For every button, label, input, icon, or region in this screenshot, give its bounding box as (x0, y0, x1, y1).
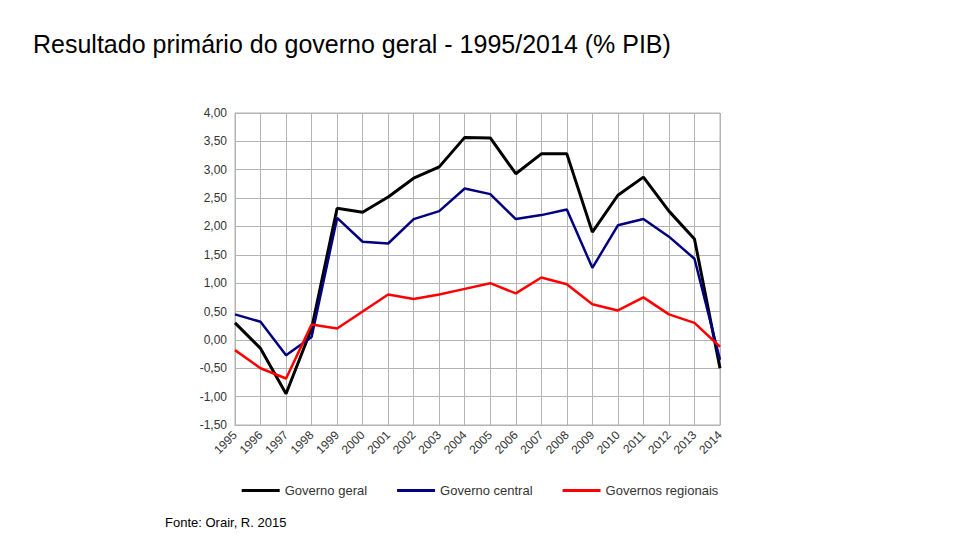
svg-text:2006: 2006 (492, 428, 521, 457)
svg-text:1995: 1995 (211, 428, 240, 457)
svg-text:Governo central: Governo central (440, 483, 533, 498)
svg-text:2007: 2007 (518, 428, 547, 457)
svg-text:2003: 2003 (415, 428, 444, 457)
svg-text:0,50: 0,50 (204, 305, 228, 319)
svg-text:2011: 2011 (620, 428, 648, 456)
svg-text:-0,50: -0,50 (200, 361, 228, 375)
svg-text:Governos regionais: Governos regionais (606, 483, 719, 498)
svg-text:2001: 2001 (364, 428, 393, 457)
svg-text:3,50: 3,50 (204, 134, 228, 148)
svg-text:2009: 2009 (569, 428, 598, 457)
svg-text:Resultado primário do governo: Resultado primário do governo geral - 19… (33, 30, 671, 58)
svg-text:2013: 2013 (671, 428, 700, 457)
svg-text:1998: 1998 (288, 428, 317, 457)
svg-text:2002: 2002 (390, 428, 419, 457)
svg-text:2005: 2005 (466, 428, 495, 457)
svg-text:4,00: 4,00 (204, 106, 228, 120)
svg-text:2008: 2008 (543, 428, 572, 457)
svg-text:-1,50: -1,50 (200, 418, 228, 432)
svg-text:1996: 1996 (237, 428, 266, 457)
svg-text:-1,00: -1,00 (200, 390, 228, 404)
svg-text:1999: 1999 (313, 428, 342, 457)
svg-text:2012: 2012 (645, 428, 674, 457)
svg-text:Governo geral: Governo geral (285, 483, 367, 498)
svg-text:2000: 2000 (339, 428, 368, 457)
svg-text:Fonte: Orair, R. 2015: Fonte: Orair, R. 2015 (165, 515, 286, 530)
svg-text:2004: 2004 (441, 428, 470, 457)
svg-text:2,00: 2,00 (204, 219, 228, 233)
svg-text:0,00: 0,00 (204, 333, 228, 347)
svg-text:1,00: 1,00 (204, 276, 228, 290)
svg-text:2014: 2014 (696, 428, 725, 457)
svg-text:3,00: 3,00 (204, 163, 228, 177)
svg-text:2010: 2010 (594, 428, 623, 457)
svg-text:1,50: 1,50 (204, 248, 228, 262)
svg-text:1997: 1997 (262, 428, 291, 457)
svg-text:2,50: 2,50 (204, 191, 228, 205)
